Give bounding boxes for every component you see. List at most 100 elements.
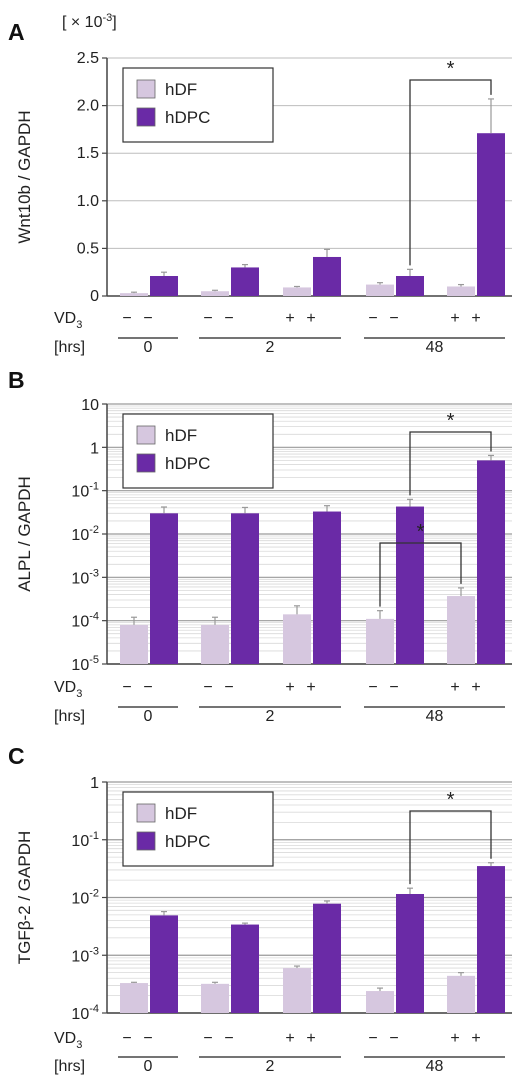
- legend-swatch-hdpc: [136, 453, 156, 473]
- vd3-sign: −: [389, 679, 398, 696]
- vd3-sign: −: [122, 1030, 131, 1047]
- y-axis-label: ALPL / GAPDH: [15, 476, 34, 592]
- y-tick-label: 0.5: [77, 240, 99, 257]
- y-tick-label: 1.0: [77, 193, 99, 210]
- legend-swatch-hdf: [136, 803, 156, 823]
- vd3-sign: −: [224, 310, 233, 327]
- vd3-sign: +: [471, 1030, 480, 1047]
- time-group-label: 0: [144, 708, 153, 725]
- legend-box: [122, 67, 274, 143]
- vd3-sign: +: [450, 310, 459, 327]
- vd3-sign: −: [224, 1030, 233, 1047]
- bar-hdpc: [477, 460, 505, 664]
- y-tick-label: 10-4: [71, 1003, 99, 1023]
- bar-hdpc: [231, 513, 259, 664]
- vd3-sign: −: [203, 679, 212, 696]
- significance-bracket: [409, 810, 492, 885]
- y-tick-label: 10: [81, 397, 99, 414]
- panel-letter: C: [8, 743, 25, 769]
- vd3-sign: −: [122, 679, 131, 696]
- bar-hdf: [283, 287, 311, 296]
- vd3-sign: −: [368, 679, 377, 696]
- vd3-sign: +: [450, 679, 459, 696]
- legend-entry-label: hDPC: [165, 454, 210, 473]
- significance-bracket: [379, 542, 462, 607]
- bar-hdf: [366, 991, 394, 1013]
- bar-hdpc: [396, 506, 424, 664]
- legend-entry-label: hDPC: [165, 832, 210, 851]
- panel-letter: A: [8, 19, 25, 45]
- legend-entry-label: hDF: [165, 804, 197, 823]
- vd3-sign: −: [143, 310, 152, 327]
- y-tick-label: 1.5: [77, 145, 99, 162]
- panel-b: B 10-5 10-4 10-3 10-2 10-1 1 10 ALPL / GAPDH * * hD…: [8, 367, 512, 725]
- time-group-label: 2: [266, 339, 275, 356]
- significance-star: *: [417, 521, 425, 543]
- vd3-sign: −: [203, 310, 212, 327]
- legend-swatch-hdf: [136, 425, 156, 445]
- y-tick-label: 10-1: [71, 830, 99, 850]
- bar-hdf: [201, 624, 229, 664]
- vd3-sign: −: [143, 1030, 152, 1047]
- y-tick-label: 10-3: [71, 945, 99, 965]
- time-group-label: 0: [144, 1058, 153, 1075]
- bar-hdpc: [313, 256, 341, 296]
- legend-swatch-hdf: [136, 79, 156, 99]
- y-tick-label: 1: [90, 775, 99, 792]
- bar-hdf: [120, 293, 148, 296]
- vd3-sign: −: [368, 310, 377, 327]
- bar-hdf: [283, 614, 311, 664]
- bar-hdpc: [150, 513, 178, 664]
- bar-hdf: [201, 983, 229, 1013]
- vd3-sign: +: [285, 310, 294, 327]
- bar-hdf: [447, 975, 475, 1013]
- panel-letter: B: [8, 367, 25, 393]
- legend-swatch-hdpc: [136, 831, 156, 851]
- legend-entry-label: hDF: [165, 426, 197, 445]
- y-tick-label: 10-1: [71, 481, 99, 501]
- legend-box: [122, 791, 274, 867]
- legend-box: [122, 413, 274, 489]
- bar-hdf: [120, 624, 148, 664]
- vd3-sign: −: [368, 1030, 377, 1047]
- hrs-label: [hrs]: [54, 1058, 85, 1075]
- y-tick-label: 0: [90, 288, 99, 305]
- significance-star: *: [447, 789, 455, 811]
- bar-hdpc: [150, 915, 178, 1013]
- vd3-label: VD3: [54, 310, 82, 331]
- vd3-label: VD3: [54, 679, 82, 700]
- vd3-sign: −: [389, 310, 398, 327]
- y-tick-label: 10-5: [71, 654, 99, 674]
- bar-hdf: [120, 983, 148, 1013]
- time-group-label: 2: [266, 708, 275, 725]
- bar-hdpc: [396, 893, 424, 1013]
- y-tick-label: 2.0: [77, 98, 99, 115]
- y-tick-label: 10-2: [71, 888, 99, 908]
- vd3-sign: +: [306, 1030, 315, 1047]
- y-tick-label: 1: [90, 440, 99, 457]
- y-tick-label: 2.5: [77, 50, 99, 67]
- y-tick-label: 10-4: [71, 611, 99, 631]
- legend-entry-label: hDPC: [165, 108, 210, 127]
- significance-star: *: [447, 410, 455, 432]
- significance-star: *: [447, 58, 455, 80]
- bar-hdpc: [313, 511, 341, 664]
- bar-hdpc: [313, 903, 341, 1013]
- y-axis-label: TGFβ-2 / GAPDH: [15, 831, 34, 965]
- y-multiplier: [ × 10-3]: [62, 12, 117, 31]
- bar-hdpc: [396, 276, 424, 296]
- legend-swatch-hdpc: [136, 107, 156, 127]
- vd3-sign: +: [285, 1030, 294, 1047]
- vd3-sign: +: [450, 1030, 459, 1047]
- time-group-label: 48: [426, 339, 444, 356]
- vd3-sign: −: [389, 1030, 398, 1047]
- time-group-label: 0: [144, 339, 153, 356]
- vd3-sign: +: [306, 310, 315, 327]
- bar-hdpc: [477, 866, 505, 1013]
- bar-hdf: [283, 968, 311, 1013]
- legend-entry-label: hDF: [165, 80, 197, 99]
- vd3-sign: −: [122, 310, 131, 327]
- bar-hdpc: [231, 267, 259, 296]
- panel-c: C 10-4 10-3 10-2 10-1 1 TGFβ-2 / GAPDH * hDF hDPC…: [8, 743, 512, 1075]
